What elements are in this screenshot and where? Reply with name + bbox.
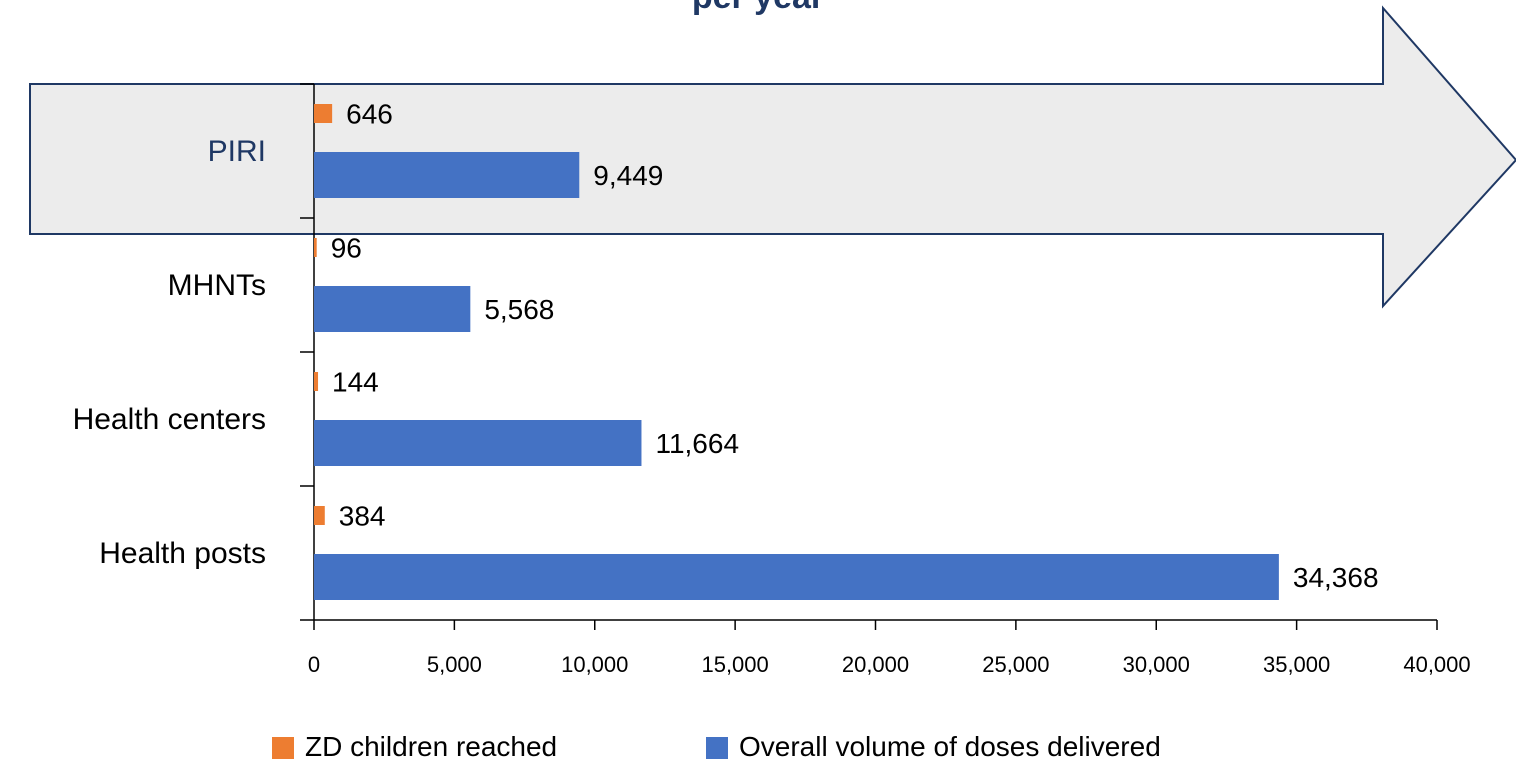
category-label: Health centers — [73, 403, 266, 436]
data-label: 144 — [332, 367, 379, 398]
x-tick-label: 20,000 — [842, 652, 909, 677]
legend-entry: Overall volume of doses delivered — [739, 731, 1161, 762]
data-label: 96 — [331, 233, 362, 264]
bar — [314, 420, 642, 466]
axis-layer: 0 5,000 10,000 15,000 20,000 25,000 30,000 35,0… — [300, 83, 1471, 677]
data-label: 646 — [346, 99, 393, 130]
x-tick-label: 40,000 — [1403, 652, 1470, 677]
category-label: MHNTs — [168, 269, 266, 302]
x-tick-label: 35,000 — [1263, 652, 1330, 677]
data-label: 9,449 — [593, 160, 663, 191]
labels-layer: PIRI 646 9,449 MHNTs 96 5,568 Health centers 14… — [73, 99, 1379, 594]
legend: ZD children reached Overall volume of dos… — [272, 731, 1161, 762]
x-tick-label: 15,000 — [701, 652, 768, 677]
chart-title: per year — [0, 0, 1516, 17]
bar — [314, 286, 471, 332]
bar — [314, 554, 1279, 600]
data-label: 34,368 — [1293, 562, 1379, 593]
highlight-arrow — [29, 5, 1516, 309]
x-tick-label: 10,000 — [561, 652, 628, 677]
legend-swatch — [272, 737, 294, 759]
category-label: PIRI — [208, 135, 266, 168]
data-label: 384 — [339, 501, 386, 532]
x-tick-label: 0 — [308, 652, 320, 677]
bar — [314, 506, 325, 525]
highlight-arrow-layer — [29, 5, 1516, 309]
legend-entry: ZD children reached — [305, 731, 557, 762]
bar — [314, 372, 319, 391]
category-label: Health posts — [99, 537, 266, 570]
bar — [314, 104, 333, 123]
bar — [314, 152, 580, 198]
data-label: 11,664 — [655, 428, 739, 459]
bar — [314, 238, 317, 257]
data-label: 5,568 — [484, 294, 554, 325]
x-tick-label: 5,000 — [427, 652, 482, 677]
x-tick-label: 30,000 — [1123, 652, 1190, 677]
bars-layer — [314, 104, 1279, 600]
x-tick-label: 25,000 — [982, 652, 1049, 677]
legend-swatch — [706, 737, 728, 759]
